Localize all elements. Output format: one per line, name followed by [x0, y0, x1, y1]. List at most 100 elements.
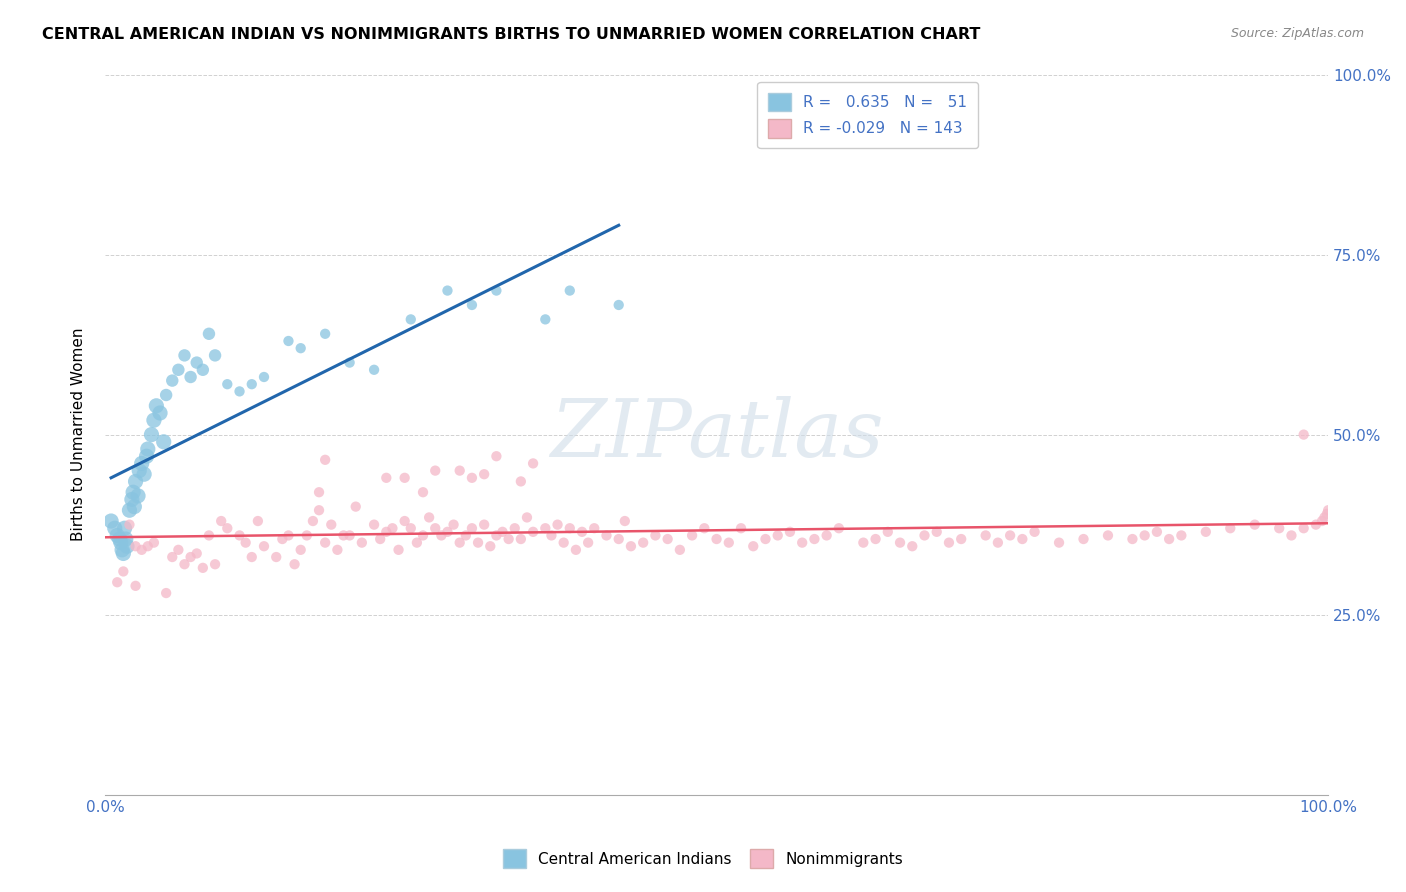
Point: [1146, 524, 1168, 539]
Point: [111, 542, 134, 557]
Point: [558, 284, 581, 298]
Point: [394, 471, 416, 485]
Point: [950, 532, 973, 546]
Point: [595, 528, 617, 542]
Point: [485, 449, 508, 463]
Point: [449, 535, 471, 549]
Point: [901, 539, 924, 553]
Point: [498, 532, 520, 546]
Point: [425, 521, 447, 535]
Point: [284, 558, 307, 572]
Point: [363, 363, 385, 377]
Point: [173, 558, 195, 572]
Point: [522, 524, 544, 539]
Point: [136, 442, 159, 456]
Point: [467, 535, 489, 549]
Text: Source: ZipAtlas.com: Source: ZipAtlas.com: [1230, 27, 1364, 40]
Point: [1305, 517, 1327, 532]
Point: [485, 528, 508, 542]
Point: [209, 514, 232, 528]
Point: [1268, 521, 1291, 535]
Point: [112, 565, 135, 579]
Point: [938, 535, 960, 549]
Point: [253, 539, 276, 553]
Point: [246, 514, 269, 528]
Point: [118, 503, 141, 517]
Point: [344, 500, 367, 514]
Point: [162, 374, 184, 388]
Point: [339, 355, 361, 369]
Point: [779, 524, 801, 539]
Point: [350, 535, 373, 549]
Point: [914, 528, 936, 542]
Point: [277, 334, 299, 348]
Point: [326, 542, 349, 557]
Point: [792, 535, 814, 549]
Point: [576, 535, 599, 549]
Point: [198, 326, 221, 341]
Point: [553, 535, 575, 549]
Point: [167, 363, 190, 377]
Point: [987, 535, 1010, 549]
Point: [461, 298, 484, 312]
Point: [264, 549, 287, 564]
Point: [141, 427, 163, 442]
Point: [339, 528, 361, 542]
Point: [1073, 532, 1095, 546]
Point: [706, 532, 728, 546]
Point: [100, 514, 122, 528]
Point: [149, 406, 172, 420]
Point: [308, 503, 330, 517]
Point: [217, 521, 239, 535]
Point: [454, 528, 477, 542]
Point: [114, 532, 136, 546]
Point: [534, 312, 557, 326]
Text: ZIPatlas: ZIPatlas: [550, 396, 883, 474]
Point: [314, 326, 336, 341]
Point: [191, 363, 214, 377]
Point: [167, 542, 190, 557]
Point: [1316, 507, 1339, 521]
Point: [669, 542, 692, 557]
Point: [925, 524, 948, 539]
Point: [644, 528, 666, 542]
Point: [217, 377, 239, 392]
Point: [436, 284, 458, 298]
Point: [876, 524, 898, 539]
Point: [657, 532, 679, 546]
Point: [620, 539, 643, 553]
Point: [204, 348, 226, 362]
Point: [754, 532, 776, 546]
Point: [1313, 510, 1336, 524]
Point: [631, 535, 654, 549]
Point: [1310, 514, 1333, 528]
Point: [124, 475, 146, 489]
Point: [105, 528, 128, 542]
Point: [472, 517, 495, 532]
Point: [406, 535, 429, 549]
Point: [381, 521, 404, 535]
Point: [235, 535, 257, 549]
Point: [363, 517, 385, 532]
Point: [387, 542, 409, 557]
Point: [186, 546, 208, 560]
Point: [1024, 524, 1046, 539]
Point: [104, 521, 127, 535]
Point: [152, 434, 174, 449]
Point: [613, 514, 636, 528]
Point: [173, 348, 195, 362]
Point: [998, 528, 1021, 542]
Y-axis label: Births to Unmarried Women: Births to Unmarried Women: [72, 328, 86, 541]
Point: [534, 521, 557, 535]
Point: [180, 370, 202, 384]
Point: [1047, 535, 1070, 549]
Point: [1195, 524, 1218, 539]
Point: [1219, 521, 1241, 535]
Point: [124, 539, 146, 553]
Point: [162, 549, 184, 564]
Point: [290, 542, 312, 557]
Point: [565, 542, 588, 557]
Point: [198, 528, 221, 542]
Point: [974, 528, 997, 542]
Point: [472, 467, 495, 482]
